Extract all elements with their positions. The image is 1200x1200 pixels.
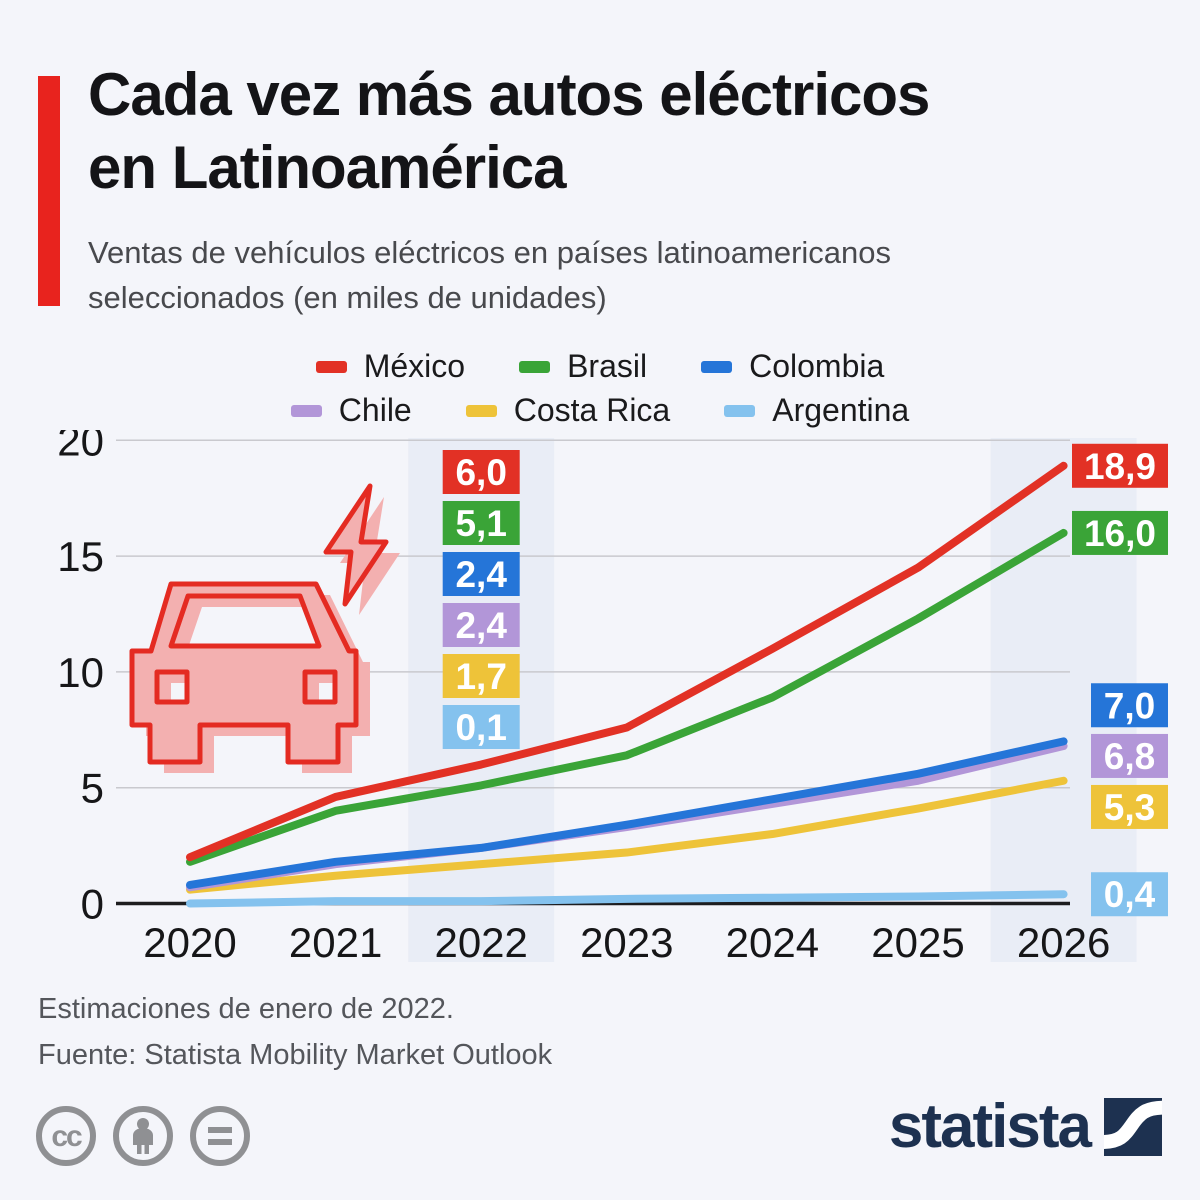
svg-text:cc: cc — [51, 1120, 82, 1153]
chart-legend: México Brasil Colombia Chile Costa Rica Arge… — [0, 348, 1200, 429]
legend-row-2: Chile Costa Rica Argentina — [290, 392, 909, 429]
value-label-2026-colombia-text: 7,0 — [1104, 685, 1155, 726]
x-tick-2022: 2022 — [434, 919, 527, 966]
legend-label-chile: Chile — [338, 392, 412, 428]
statista-logo: statista — [889, 1096, 1162, 1158]
legend-item-chile: Chile — [290, 392, 412, 429]
value-label-2022-chile-text: 2,4 — [455, 605, 507, 646]
value-label-2026-méxico: 18,9 — [1072, 443, 1168, 488]
value-label-2022-brasil-bg — [442, 501, 520, 545]
legend-item-colombia: Colombia — [701, 348, 884, 385]
value-label-2022-argentina-bg — [442, 705, 520, 749]
y-tick-15: 15 — [57, 533, 104, 580]
series-line-brasil — [186, 528, 1068, 866]
page-title-line1: Cada vez más autos eléctricos — [88, 61, 930, 128]
legend-swatch-chile — [290, 404, 322, 417]
series-line-argentina — [186, 890, 1068, 908]
legend-label-argentina: Argentina — [772, 392, 910, 428]
legend-row-1: México Brasil Colombia — [315, 348, 884, 385]
x-tick-2023: 2023 — [580, 919, 673, 966]
legend-label-colombia: Colombia — [749, 348, 885, 384]
value-label-2026-chile-bg — [1091, 733, 1168, 778]
footnote-estimate: Estimaciones de enero de 2022. — [38, 993, 454, 1025]
legend-swatch-méxico — [315, 360, 347, 373]
legend-item-brasil: Brasil — [519, 348, 647, 385]
footnote-source: Fuente: Statista Mobility Market Outlook — [38, 1039, 553, 1071]
value-label-2022-argentina-text: 0,1 — [455, 707, 506, 748]
legend-label-costa-rica: Costa Rica — [513, 392, 671, 428]
legend-item-costa-rica: Costa Rica — [465, 392, 671, 429]
value-label-2026-costa-rica-text: 5,3 — [1104, 787, 1155, 828]
x-tick-2026: 2026 — [1017, 919, 1110, 966]
x-tick-2021: 2021 — [289, 919, 382, 966]
legend-swatch-argentina — [724, 404, 756, 417]
value-label-2026-brasil-text: 16,0 — [1084, 513, 1156, 554]
value-label-2022-chile: 2,4 — [442, 603, 520, 647]
cc-icon: cc — [36, 1106, 96, 1166]
license-icons: cc — [34, 1104, 252, 1168]
chart-subtitle: Ventas de vehículos eléctricos en países… — [88, 235, 892, 315]
value-label-2022-chile-bg — [442, 603, 520, 647]
attribution-person-icon — [113, 1106, 173, 1166]
y-tick-20: 20 — [57, 430, 104, 464]
car-outline-shape — [129, 581, 359, 765]
legend-item-méxico: México — [315, 348, 466, 385]
x-tick-2024: 2024 — [726, 919, 819, 966]
legend-swatch-colombia — [701, 360, 733, 373]
footnotes: Estimaciones de enero de 2022. Fuente: S… — [38, 986, 552, 1078]
value-label-2026-colombia-bg — [1091, 683, 1168, 728]
value-label-2022-costa-rica-bg — [442, 654, 520, 698]
value-label-2026-costa-rica-bg — [1091, 784, 1168, 829]
value-label-2026-colombia: 7,0 — [1091, 683, 1168, 728]
value-label-2022-méxico: 6,0 — [442, 450, 520, 494]
value-label-2022-colombia-bg — [442, 552, 520, 596]
y-tick-5: 5 — [81, 765, 104, 812]
statista-logo-text: statista — [888, 1092, 1092, 1161]
statista-logo-mark-icon — [1104, 1098, 1162, 1156]
legend-swatch-brasil — [519, 360, 551, 373]
value-label-2022-costa-rica-text: 1,7 — [455, 656, 506, 697]
value-label-2026-costa-rica: 5,3 — [1091, 784, 1168, 829]
series-line-costa-rica — [186, 776, 1068, 894]
value-label-2026-méxico-text: 18,9 — [1084, 446, 1156, 487]
lightning-bolt-icon — [323, 483, 389, 607]
y-tick-10: 10 — [57, 649, 104, 696]
value-label-2026-brasil: 16,0 — [1072, 510, 1168, 555]
page-title: Cada vez más autos eléctricos en Latinoa… — [88, 58, 1168, 204]
value-label-2026-argentina-text: 0,4 — [1104, 874, 1156, 915]
equals-nd-icon — [190, 1106, 250, 1166]
value-label-2022-colombia-text: 2,4 — [455, 554, 507, 595]
value-label-2022-méxico-bg — [442, 450, 520, 494]
x-tick-2020: 2020 — [143, 919, 236, 966]
x-tick-2025: 2025 — [871, 919, 964, 966]
value-label-2026-chile: 6,8 — [1091, 733, 1168, 778]
value-label-2022-méxico-text: 6,0 — [455, 452, 506, 493]
value-label-2022-colombia: 2,4 — [442, 552, 520, 596]
legend-item-argentina: Argentina — [724, 392, 909, 429]
value-label-2026-chile-text: 6,8 — [1104, 736, 1155, 777]
electric-car-icon — [129, 483, 400, 773]
y-tick-0: 0 — [81, 881, 104, 928]
value-label-2026-argentina-bg — [1091, 872, 1168, 917]
value-label-2026-méxico-bg — [1072, 443, 1168, 488]
value-label-2022-costa-rica: 1,7 — [442, 654, 520, 698]
value-label-2022-brasil-text: 5,1 — [455, 503, 506, 544]
value-label-2026-argentina: 0,4 — [1091, 872, 1168, 917]
value-label-2022-argentina: 0,1 — [442, 705, 520, 749]
title-accent-bar — [38, 76, 60, 306]
value-label-2022-brasil: 5,1 — [442, 501, 520, 545]
series-line-colombia — [186, 737, 1068, 889]
legend-label-brasil: Brasil — [567, 348, 648, 384]
page-title-line2: en Latinoamérica — [88, 134, 567, 201]
value-label-2026-brasil-bg — [1072, 510, 1168, 555]
legend-label-méxico: México — [363, 348, 466, 384]
legend-swatch-costa-rica — [465, 404, 497, 417]
series-line-méxico — [186, 461, 1068, 862]
